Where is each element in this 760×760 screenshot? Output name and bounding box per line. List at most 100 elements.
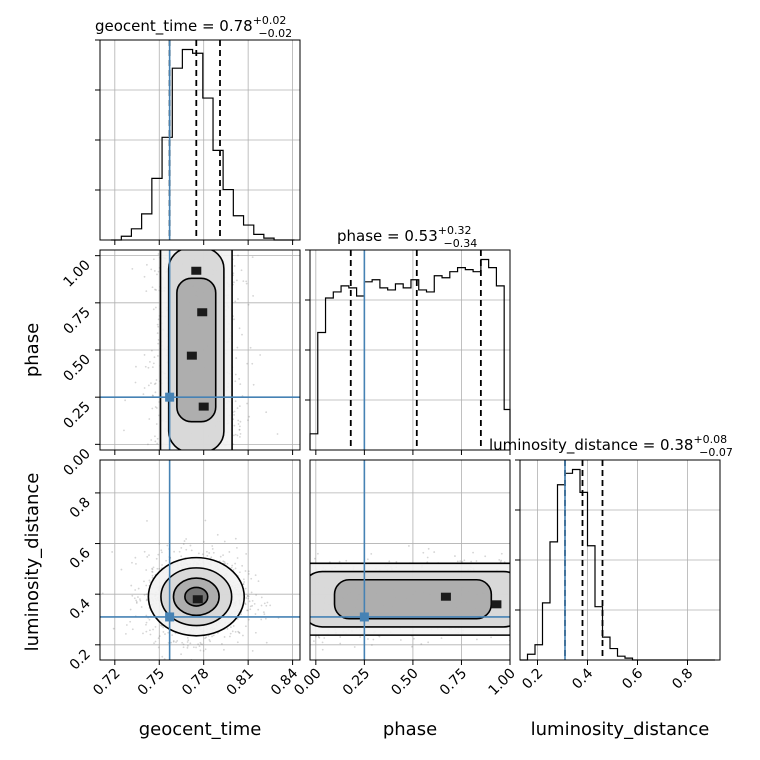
sample-point [246,402,249,405]
marginal-geocent-time-panel [100,40,300,241]
sample-point [147,443,149,446]
sample-point [151,567,154,570]
y-tick-label-phase: 0.00 [60,446,93,479]
sample-point [241,333,243,336]
sample-point [135,599,138,602]
sample-point [182,646,185,649]
sample-point [131,628,134,631]
sample-point [229,635,231,638]
sample-point [101,592,104,595]
sample-point [151,366,154,369]
sample-point [254,613,257,615]
sample-point [245,280,248,283]
sample-point [246,609,249,612]
sample-point [202,650,205,652]
sample-point [200,643,203,646]
sample-point [205,550,208,553]
truth-marker [165,612,175,622]
x-tick-label-luminosity-distance: 0.6 [619,665,646,692]
sample-point [157,253,160,255]
sample-point [154,406,157,408]
sample-point [154,625,157,628]
sample-point [140,606,143,608]
sample-point [154,391,157,394]
sample-point [145,614,148,617]
sample-point [154,435,156,438]
sample-point [323,637,326,639]
sample-point [204,637,206,640]
sample-point [187,644,189,647]
sample-point [133,597,136,600]
sample-point [233,424,236,427]
sample-point [237,419,240,422]
sample-point [157,318,160,321]
sample-point [454,555,456,557]
sample-point [158,542,161,545]
sample-point [236,557,239,559]
sample-point [367,638,369,640]
sample-point [244,603,247,606]
sample-point [143,580,145,583]
sample-point [149,629,151,632]
sample-point [158,635,161,638]
sample-point [254,631,257,634]
sample-point [475,560,478,562]
sample-point [155,379,158,381]
density-peak [186,351,197,360]
sample-point [152,566,155,569]
sample-point [198,645,201,648]
sample-point [233,410,236,413]
sample-point [240,613,242,616]
x-tick-label-luminosity-distance: 0.2 [519,666,546,693]
sample-point [263,602,266,605]
title-geocent-time: geocent_time = 0.78+0.02 −0.02 [95,14,292,40]
sample-point [370,552,373,555]
sample-point [339,642,342,645]
sample-point [262,611,265,614]
sample-point [176,639,179,642]
sample-point [151,570,153,573]
sample-point [210,556,213,559]
sample-point [157,637,160,640]
sample-point [143,275,146,278]
sample-point [359,636,362,638]
sample-point [134,381,137,384]
sample-point [145,623,147,626]
sample-point [216,533,219,536]
joint-phase-luminosity-distance-panel [310,460,513,660]
sample-point [510,612,512,614]
sample-point [263,613,266,616]
sample-point [250,577,253,580]
sample-point [157,646,160,649]
sample-point [156,273,158,276]
sample-point [197,643,200,646]
sample-point [233,414,235,416]
sample-point [158,401,161,403]
sample-point [157,342,160,345]
sample-point [129,608,132,611]
sample-point [147,366,150,369]
sample-point [129,620,132,623]
sample-point [212,551,215,554]
sample-point [157,325,160,328]
sample-point [161,625,163,627]
sample-point [408,545,410,547]
sample-point [180,555,183,558]
sample-point [498,558,501,561]
sample-point [181,641,184,644]
y-tick-label-phase: 0.75 [60,304,93,337]
sample-point [223,636,226,638]
sample-point [484,555,487,558]
sample-point [186,646,189,649]
sample-point [156,437,159,440]
sample-point [244,587,247,590]
sample-point [511,579,513,581]
sample-point [137,596,139,598]
sample-point [269,604,272,607]
sample-point [125,624,128,626]
sample-point [124,632,127,635]
sample-point [260,604,263,607]
sample-point [313,640,315,642]
sample-point [234,373,237,376]
